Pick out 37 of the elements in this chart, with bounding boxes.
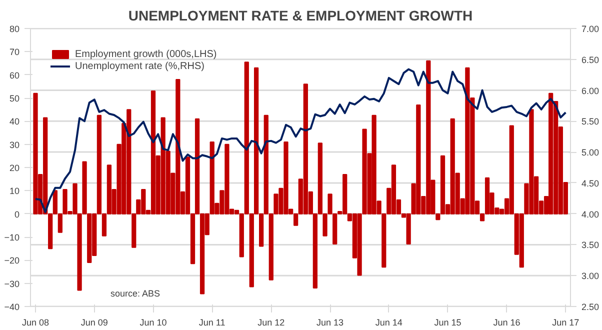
y2-tick-label: 6.50: [582, 54, 600, 65]
y-tick-label: 10: [9, 186, 20, 196]
x-tick-label: Jun 11: [198, 318, 226, 328]
y-tick-label: 30: [9, 140, 20, 150]
y2-tick-label: 4.00: [582, 209, 600, 220]
legend-label: Employment growth (000s,LHS): [75, 48, 217, 60]
x-tick-label: Jun 09: [80, 318, 108, 328]
x-tick-label: Jun 14: [375, 318, 402, 328]
legend-label: Unemployment rate (%,RHS): [75, 60, 204, 72]
annotation: source: ABS: [110, 288, 160, 298]
y-tick-label: 20: [9, 163, 20, 173]
y-tick-label: −40: [4, 302, 20, 312]
y2-tick-label: 5.50: [582, 116, 600, 127]
x-tick-label: Jun 08: [22, 318, 50, 328]
x-tick-label: Jun 15: [434, 318, 462, 328]
y-tick-label: 80: [9, 24, 20, 34]
y2-tick-label: 3.50: [582, 240, 600, 250]
y-tick-label: 70: [9, 47, 20, 58]
y2-tick-label: 6.00: [582, 86, 600, 96]
chart-title: UNEMPLOYMENT RATE & EMPLOYMENT GROWTH: [128, 8, 473, 24]
x-tick-label: Jun 13: [316, 318, 344, 328]
y-tick-label: 60: [9, 70, 20, 80]
y-tick-label: −30: [4, 278, 20, 289]
y-tick-label: −20: [4, 256, 20, 266]
y2-tick-label: 5.00: [582, 148, 600, 158]
y2-tick-label: 7.00: [582, 24, 600, 34]
y-tick-label: 40: [9, 116, 20, 127]
y2-tick-label: 3.00: [582, 271, 600, 282]
y2-tick-label: 4.50: [582, 178, 600, 188]
y-tick-label: 0: [14, 209, 20, 220]
x-tick-label: Jun 16: [493, 318, 520, 328]
x-tick-label: Jun 17: [552, 318, 580, 328]
y-tick-label: 50: [9, 94, 20, 104]
x-tick-label: Jun 10: [140, 318, 167, 328]
y-tick-label: −10: [4, 232, 20, 242]
x-tick-label: Jun 12: [258, 318, 285, 328]
y2-tick-label: 2.50: [582, 302, 600, 312]
